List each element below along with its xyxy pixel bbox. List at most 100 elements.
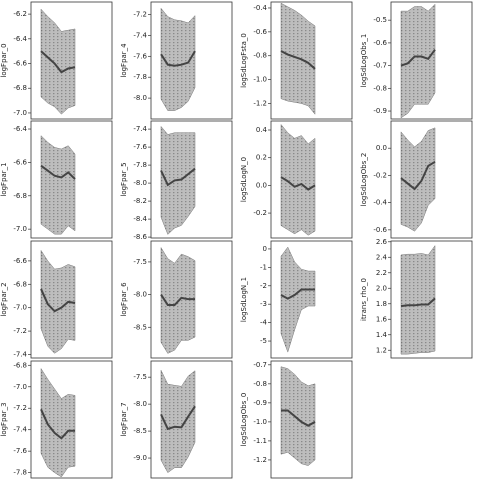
- mean-line: [40, 408, 75, 440]
- mean-line: [40, 288, 76, 313]
- y-tick-label: -8.0: [133, 291, 147, 299]
- y-tick-label: 0: [263, 245, 267, 253]
- y-tick-label: -4: [260, 319, 268, 327]
- y-axis-label: logSdLogObs_1: [360, 34, 368, 88]
- y-tick-label: 0.0: [376, 144, 387, 152]
- y-tick-label: -9.0: [133, 454, 147, 462]
- plot-frame: [150, 120, 233, 239]
- y-tick-label: 2.4: [376, 253, 388, 261]
- plot-frame: [270, 360, 353, 479]
- y-axis-label: itrans_rho_0: [360, 278, 368, 321]
- y-tick-label: -7.0: [13, 383, 27, 391]
- band-hatch: [161, 8, 195, 111]
- y-axis-label: logFpar_2: [0, 282, 8, 316]
- panel: 0.4 0.2 0.0 -0.2 logSdLogN_0: [240, 120, 353, 239]
- band-hatch: [41, 9, 75, 115]
- band-hatch: [161, 370, 195, 473]
- y-tick-label: -6.8: [13, 84, 27, 92]
- plot-frame: [270, 240, 353, 359]
- y-tick-label: -6.8: [13, 192, 27, 200]
- panel: -6.8 -7.0 -7.2 -7.4 -7.6 -7.8 logFpar_3: [0, 360, 113, 479]
- panel: 2.6 2.4 2.2 2.0 1.8 1.6 1.4 1.2 itrans_rho_0: [360, 238, 473, 359]
- plot-frame: [150, 1, 233, 120]
- y-tick-label: -0.4: [253, 4, 267, 12]
- y-axis-label: logFpar_6: [120, 282, 128, 317]
- mean-line: [160, 50, 196, 67]
- plot-frame: [30, 120, 113, 239]
- plot-frame: [270, 120, 353, 239]
- y-axis-label: logSdLogObs_2: [360, 153, 368, 207]
- plot-frame: [270, 1, 353, 120]
- y-tick-label: -7.4: [133, 31, 147, 39]
- mean-line: [40, 164, 76, 180]
- y-tick-label: -8.0: [133, 400, 147, 408]
- y-tick-label: -1: [260, 263, 267, 271]
- y-tick-label: -1.0: [253, 418, 267, 426]
- y-tick-label: -7.2: [13, 404, 27, 412]
- panel: -7.5 -8.0 -8.5 -9.0 logFpar_7: [120, 360, 233, 479]
- y-tick-label: -6.8: [13, 280, 27, 288]
- plot-frame: [390, 240, 473, 359]
- y-tick-label: -7.5: [133, 258, 147, 266]
- y-tick-label: -1.2: [253, 99, 267, 107]
- panel: -6.4 -6.6 -6.8 -7.0 logFpar_1: [0, 120, 113, 239]
- y-tick-label: -6.8: [13, 361, 27, 369]
- y-tick-label: -8.2: [133, 197, 147, 205]
- plot-frame: [30, 360, 113, 479]
- y-tick-label: -0.8: [373, 84, 387, 92]
- y-tick-label: -8.5: [133, 323, 147, 331]
- y-tick-label: -7.5: [133, 373, 147, 381]
- y-axis-label: logSdLogObs_0: [240, 393, 248, 447]
- y-tick-label: -8.4: [133, 215, 147, 223]
- y-tick-label: -7.8: [133, 161, 147, 169]
- y-tick-label: -0.7: [373, 62, 387, 70]
- plot-frame: [150, 240, 233, 359]
- panel: -0.5 -0.6 -0.7 -0.8 -0.9 logSdLogObs_1: [360, 1, 473, 120]
- y-tick-label: -6.6: [13, 257, 27, 265]
- y-tick-label: -7.8: [13, 469, 27, 477]
- y-tick-label: -0.6: [373, 39, 387, 47]
- y-tick-label: -0.6: [373, 226, 387, 234]
- y-tick-label: 0.4: [256, 126, 268, 134]
- y-tick-label: -0.2: [253, 209, 267, 217]
- y-tick-label: -0.4: [373, 199, 387, 207]
- y-tick-label: 0.0: [256, 181, 267, 189]
- y-tick-label: 2.2: [376, 269, 387, 277]
- y-tick-label: -7.0: [13, 109, 27, 117]
- plot-frame: [30, 240, 113, 359]
- band-hatch: [281, 247, 315, 353]
- y-tick-label: -0.5: [373, 16, 387, 24]
- y-tick-label: -7.8: [133, 73, 147, 81]
- panel: -0.7 -0.8 -0.9 -1.0 -1.1 -1.2 logSdLogObs_0: [240, 360, 353, 479]
- y-tick-label: -6.6: [13, 158, 27, 166]
- panel: -0.4 -0.6 -0.8 -1.0 -1.2 logSdLogFsta_0: [240, 1, 353, 120]
- band-hatch: [41, 135, 75, 235]
- y-tick-label: -6.4: [13, 35, 27, 43]
- y-tick-label: -8.5: [133, 427, 147, 435]
- y-tick-label: 2.0: [376, 284, 387, 292]
- y-tick-label: -3: [260, 300, 267, 308]
- band-hatch: [281, 124, 315, 236]
- band-hatch: [401, 4, 435, 118]
- y-tick-label: 1.8: [376, 300, 387, 308]
- y-tick-label: 1.2: [376, 346, 387, 354]
- y-tick-label: -6.2: [13, 10, 27, 18]
- panel: -7.5 -8.0 -8.5 logFpar_6: [120, 240, 233, 359]
- y-tick-label: -7.6: [133, 52, 147, 60]
- y-tick-label: 0.2: [256, 154, 267, 162]
- y-tick-label: -2: [260, 282, 267, 290]
- y-tick-label: -7.4: [13, 426, 27, 434]
- y-axis-label: logFpar_3: [0, 402, 8, 436]
- y-axis-label: logSdLogN_0: [240, 157, 248, 202]
- y-tick-label: -7.6: [13, 447, 27, 455]
- y-tick-label: -0.8: [253, 52, 267, 60]
- y-axis-label: logFpar_1: [0, 162, 8, 196]
- y-tick-label: 2.6: [376, 238, 388, 246]
- y-tick-label: -8.6: [133, 233, 147, 241]
- y-tick-label: -7.2: [133, 11, 147, 19]
- y-tick-label: -0.8: [253, 380, 267, 388]
- mean-line: [160, 405, 196, 431]
- y-tick-label: -8.0: [133, 94, 147, 102]
- y-tick-label: -0.9: [253, 399, 267, 407]
